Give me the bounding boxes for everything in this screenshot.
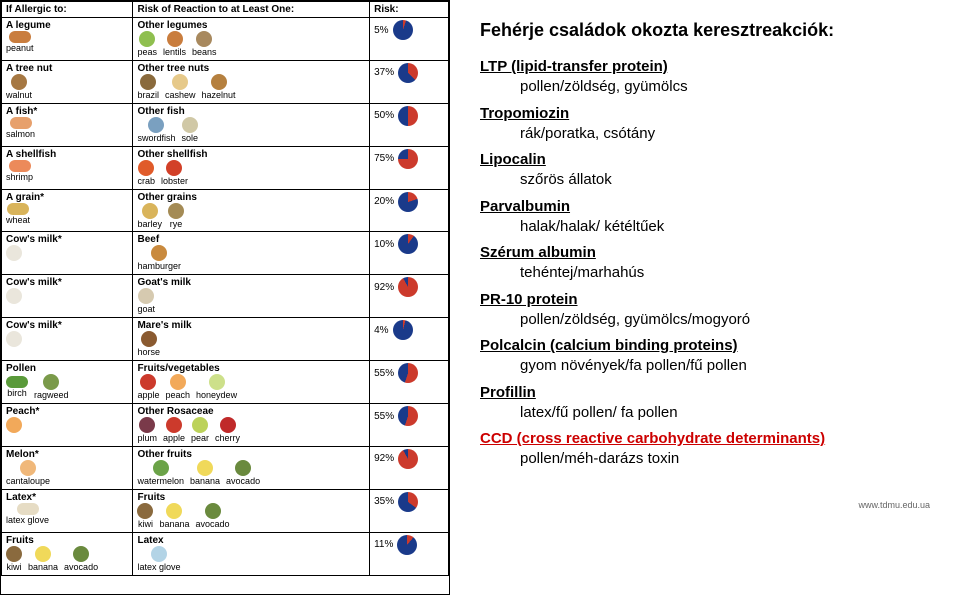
table-row: Peach*Other Rosaceaeplumapplepearcherry5… [2,404,449,447]
table-row: FruitskiwibananaavocadoLatexlatex glove1… [2,532,449,575]
col-risk: Risk: [370,2,449,18]
protein-families-text: Fehérje családok okozta keresztreakciók:… [450,0,960,595]
table-row: Cow's milk*Mare's milkhorse4% [2,318,449,361]
source-url: www.tdmu.edu.ua [480,500,930,510]
table-row: Cow's milk*Beefhamburger10% [2,232,449,275]
table-row: A tree nutwalnutOther tree nutsbrazilcas… [2,60,449,103]
table-row: Cow's milk*Goat's milkgoat92% [2,275,449,318]
table-row: Latex*latex gloveFruitskiwibananaavocado… [2,489,449,532]
allergen-table: If Allergic to: Risk of Reaction to at L… [1,1,449,576]
protein-family-entry: LTP (lipid-transfer protein)pollen/zölds… [480,57,930,98]
crossreactivity-chart: If Allergic to: Risk of Reaction to at L… [0,0,450,595]
protein-family-entry: Lipocalinszőrös állatok [480,150,930,191]
protein-family-entry: Polcalcin (calcium binding proteins)gyom… [480,336,930,377]
col-allergic: If Allergic to: [2,2,133,18]
protein-family-entry: Szérum albumintehéntej/marhahús [480,243,930,284]
protein-family-entry: CCD (cross reactive carbohydrate determi… [480,429,930,470]
table-row: PollenbirchragweedFruits/vegetablesapple… [2,361,449,404]
page-title: Fehérje családok okozta keresztreakciók: [480,20,930,41]
table-row: A fish*salmonOther fishswordfishsole50% [2,103,449,146]
table-row: A legumepeanutOther legumespeaslentilsbe… [2,18,449,61]
protein-family-entry: Parvalbuminhalak/halak/ kétéltűek [480,197,930,238]
protein-family-entry: Tropomiozinrák/poratka, csótány [480,104,930,145]
table-row: A grain*wheatOther grainsbarleyrye20% [2,189,449,232]
protein-family-entry: PR-10 proteinpollen/zöldség, gyümölcs/mo… [480,290,930,331]
col-reaction: Risk of Reaction to at Least One: [133,2,370,18]
table-row: Melon*cantaloupeOther fruitswatermelonba… [2,446,449,489]
protein-family-entry: Profillinlatex/fű pollen/ fa pollen [480,383,930,424]
table-row: A shellfishshrimpOther shellfishcrablobs… [2,146,449,189]
